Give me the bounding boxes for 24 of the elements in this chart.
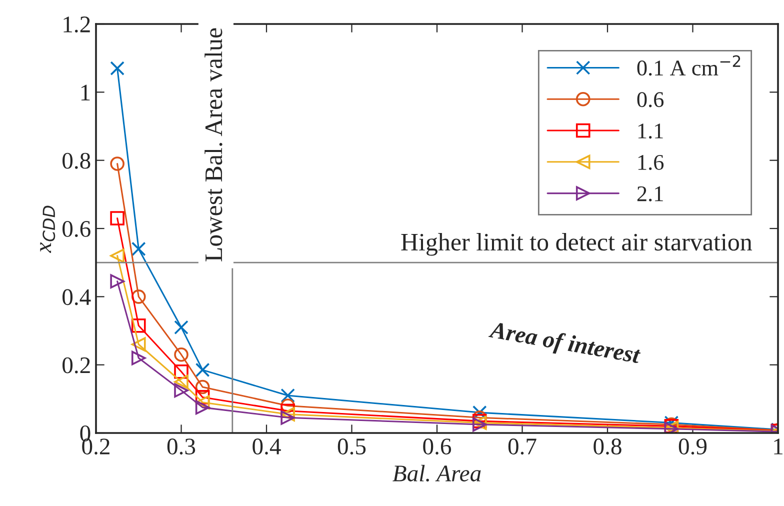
y-tick-label: 1.2 <box>64 16 90 33</box>
legend-label: 1.1 <box>638 124 663 139</box>
x-tick-label: 0.8 <box>594 438 622 455</box>
annotation: Area of interest <box>488 320 642 368</box>
x-tick-label: 0.9 <box>678 438 707 455</box>
y-tick-label: 0.2 <box>62 357 90 374</box>
legend-label: 0.6 <box>637 92 664 108</box>
x-tick-label: 0.7 <box>508 438 536 455</box>
y-tick-label: 0.8 <box>62 152 90 169</box>
y-tick-label: 1 <box>81 84 90 100</box>
legend-label: 1.6 <box>638 154 664 170</box>
y-tick-label: 0.4 <box>62 289 91 306</box>
x-tick-label: 0.5 <box>338 438 366 455</box>
legend-label: 0.1 A cm$^{−2}$ <box>637 55 740 76</box>
x-tick-label: 0.6 <box>423 438 452 455</box>
y-axis-title: x$_{CDD}$ <box>40 206 56 253</box>
legend-label: 2.1 <box>637 186 663 202</box>
x-tick-label: 0.3 <box>167 438 196 455</box>
ref-line-label: Lowest Bal. Area value <box>204 28 222 262</box>
y-tick-label: 0.6 <box>62 220 90 238</box>
x-tick-label: 0.4 <box>252 438 281 455</box>
x-tick-label: 1 <box>774 438 782 454</box>
ref-line-label: Higher limit to detect air starvation <box>401 233 752 256</box>
x-axis-title: Bal. Area <box>392 464 481 482</box>
